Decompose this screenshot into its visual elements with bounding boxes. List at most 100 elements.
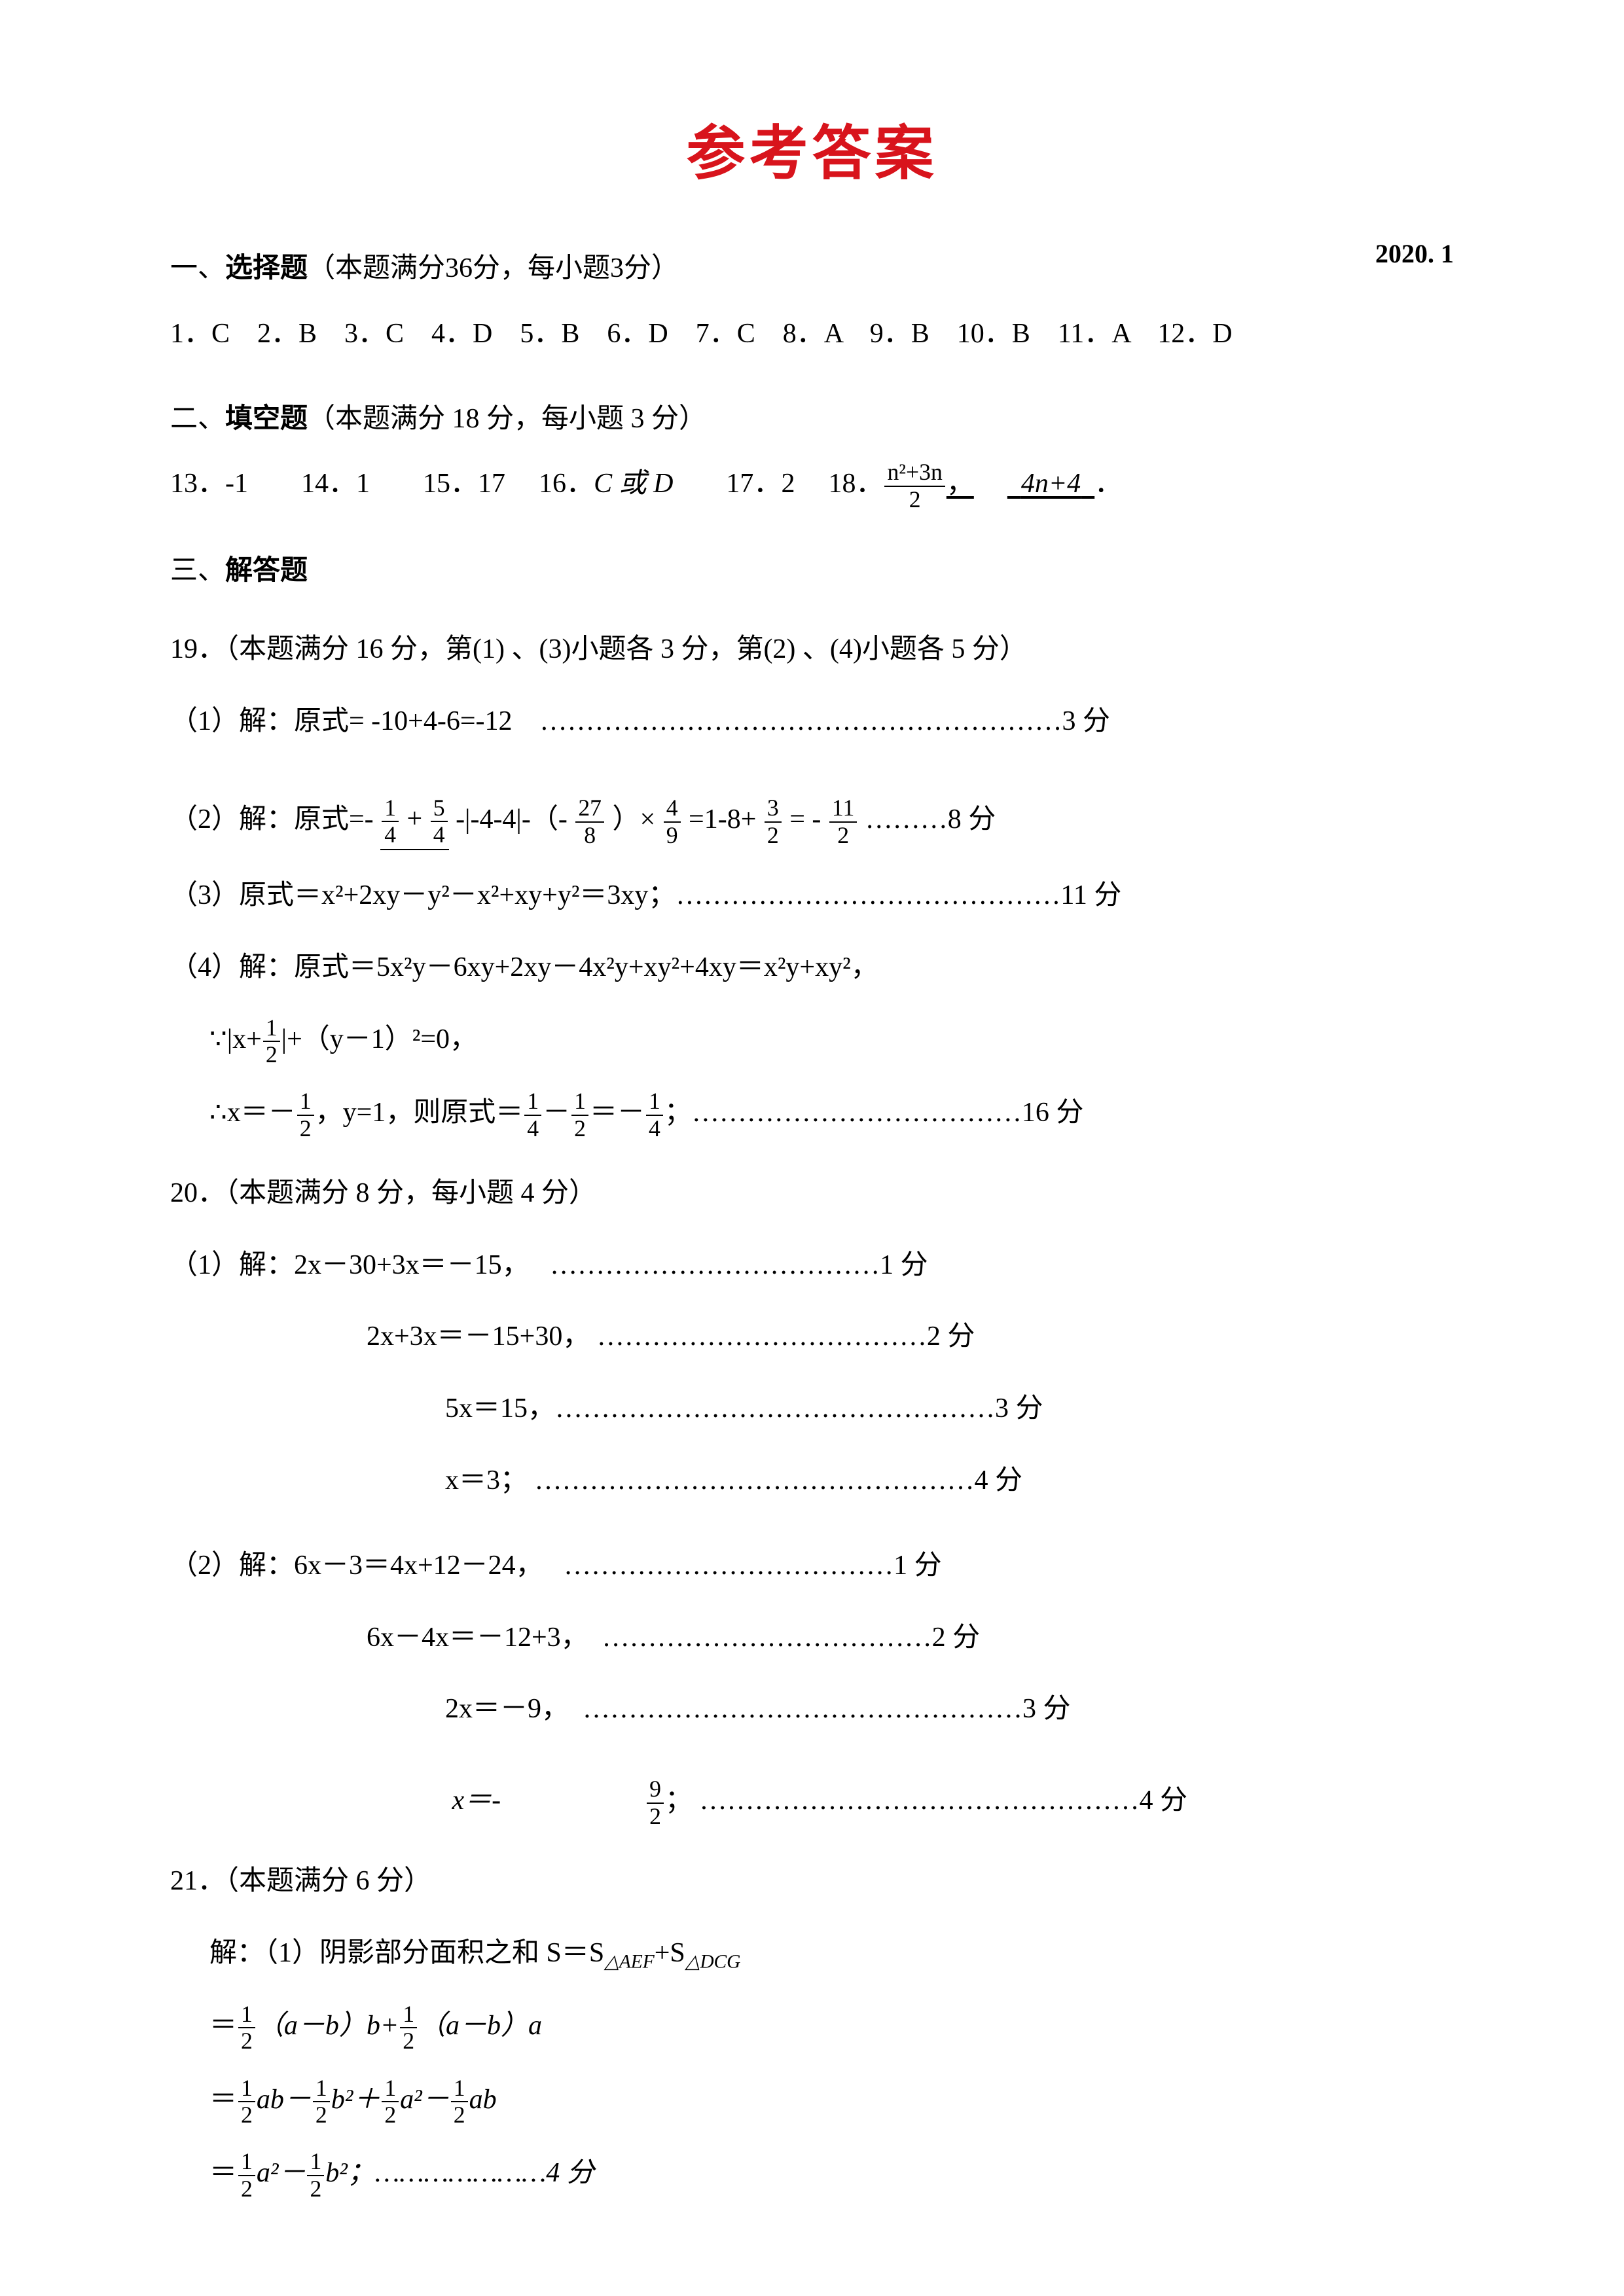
- q21-l4: ＝12a²－12b²；…………………4 分: [170, 2147, 1454, 2202]
- q19-4c-f4d: 4: [646, 1116, 663, 1141]
- sec3-label: 解答题: [225, 556, 308, 586]
- q21-l1: 解：（1）阴影部分面积之和 S＝S△AEF+S△DCG: [170, 1928, 1454, 1981]
- q20-l8-fd: 2: [647, 1804, 664, 1829]
- a13: -1: [225, 469, 248, 499]
- q19-4c-f4n: 1: [646, 1088, 663, 1115]
- q19-2-f1d: 4: [382, 822, 399, 848]
- q19-2-f6d: 2: [829, 823, 857, 848]
- q19-4c-m1: －: [543, 1098, 570, 1128]
- section-3: 三、解答题: [170, 545, 1454, 598]
- q21-l1b: +S: [655, 1938, 685, 1968]
- q21-l3-f2d: 2: [313, 2102, 330, 2128]
- q21-l3-f4n: 1: [451, 2075, 468, 2102]
- section-3-header: 三、解答题: [170, 545, 1454, 598]
- a13-label: 13．: [170, 469, 225, 499]
- q19-4b-a: ∵|x+: [209, 1024, 262, 1054]
- a17: 2: [781, 469, 795, 499]
- a15: 17: [478, 469, 505, 499]
- q21-tri2: △DCG: [685, 1951, 741, 1972]
- q21-l3-f3n: 1: [382, 2075, 399, 2102]
- a18-tail: ．: [1094, 469, 1122, 499]
- q20-l5: （2）解：6x－3＝4x+12－24， ………………………………1 分: [170, 1540, 1454, 1592]
- q19-1: （1）解：原式= -10+4-6=-12 ……………………………………………………: [170, 696, 1454, 748]
- section-2-header: 二、填空题（本题满分 18 分，每小题 3 分）: [170, 393, 1454, 446]
- sec1-note: （本题满分36分，每小题3分）: [308, 253, 679, 283]
- q19-4b-b: |+（y－1）²=0，: [281, 1024, 477, 1054]
- q20-l4: x＝3； …………………………………………4 分: [170, 1455, 1454, 1507]
- a18b: 4n+4: [1007, 469, 1094, 499]
- q20-l8b: ； …………………………………………4 分: [665, 1785, 1187, 1816]
- q19-2-c: ）×: [613, 804, 656, 834]
- a16: C 或 D: [594, 469, 673, 499]
- section-2: 二、填空题（本题满分 18 分，每小题 3 分） 13．-1 14．1 15．1…: [170, 393, 1454, 512]
- q19-2-f4d: 9: [664, 823, 681, 848]
- q19-4c-a: ∴x＝－: [209, 1098, 296, 1128]
- sec2-prefix: 二、: [170, 404, 225, 434]
- q21-l4-f1n: 1: [238, 2149, 255, 2176]
- page-title: 参考答案: [170, 98, 1454, 210]
- a18-sep: ，: [947, 469, 974, 499]
- q19-2-b: -|-4-4|-（-: [456, 804, 574, 834]
- q21-l2c: （a－b）a: [418, 2011, 542, 2041]
- q21-l3e: ab: [469, 2085, 497, 2115]
- q19: 19．（本题满分 16 分，第(1) 、(3)小题各 3 分，第(2) 、(4)…: [170, 624, 1454, 1141]
- q20-l6: 6x－4x＝－12+3， ………………………………2 分: [170, 1612, 1454, 1664]
- q21-l3c: b²＋: [331, 2085, 381, 2115]
- q19-2-plus: +: [407, 804, 423, 834]
- q20: 20．（本题满分 8 分，每小题 4 分） （1）解：2x－30+3x＝－15，…: [170, 1168, 1454, 1829]
- q21-l3-f4d: 2: [451, 2102, 468, 2128]
- q19-2: （2）解：原式=- 14 + 54 -|-4-4|-（- 278 ）× 49 =…: [170, 793, 1454, 850]
- q19-2-a: （2）解：原式=-: [170, 804, 374, 834]
- q21-l3a: ＝: [209, 2085, 237, 2115]
- section-1: 一、选择题（本题满分36分，每小题3分） 1．C 2．B 3．C 4．D 5．B…: [170, 243, 1454, 361]
- q19-4c-tail: ；………………………………16 分: [664, 1098, 1084, 1128]
- q21-l1a: 解：（1）阴影部分面积之和 S＝S: [209, 1938, 604, 1968]
- q20-l8a: x＝-: [452, 1785, 501, 1816]
- a17-label: 17．: [726, 469, 781, 499]
- sec2-note: （本题满分 18 分，每小题 3 分）: [308, 404, 706, 434]
- q21-tri1: △AEF: [604, 1951, 654, 1972]
- q21-header: 21．（本题满分 6 分）: [170, 1856, 1454, 1908]
- q21: 21．（本题满分 6 分） 解：（1）阴影部分面积之和 S＝S△AEF+S△DC…: [170, 1856, 1454, 2202]
- sec2-label: 填空题: [225, 404, 308, 434]
- q19-3-text: （3）原式＝x²+2xy－y²－x²+xy+y²＝3xy；………………………………: [170, 880, 1121, 910]
- q19-2-f3d: 8: [575, 823, 604, 848]
- date-label: 2020. 1: [1375, 229, 1454, 279]
- q20-l8: x＝- 92； …………………………………………4 分: [170, 1775, 1454, 1829]
- q21-l2-f2d: 2: [400, 2028, 417, 2054]
- q21-l4a: ＝: [209, 2158, 237, 2188]
- a14: 1: [356, 469, 370, 499]
- a18-den: 2: [884, 487, 945, 512]
- q19-2-f1n: 1: [382, 795, 399, 822]
- q21-l2-f1d: 2: [238, 2028, 255, 2054]
- q19-2-f5n: 3: [765, 795, 782, 822]
- sec2-answers: 13．-1 14．1 15．17 16．C 或 D 17．2 18．n²+3n2…: [170, 458, 1454, 512]
- a14-label: 14．: [301, 469, 356, 499]
- a18-frac: n²+3n2，: [883, 469, 973, 499]
- sec1-prefix: 一、: [170, 253, 225, 283]
- a16-label: 16．: [539, 469, 594, 499]
- q19-4b-fd: 2: [263, 1042, 280, 1067]
- q19-2-numgroup: 14 + 54: [380, 793, 448, 850]
- q19-2-f5d: 2: [765, 823, 782, 848]
- q21-l4-f1d: 2: [238, 2176, 255, 2202]
- q21-l3d: a²－: [400, 2085, 450, 2115]
- q19-2-f2d: 4: [431, 822, 448, 848]
- a18b-text: 4n+4: [1021, 469, 1081, 499]
- q19-4c-f2d: 4: [524, 1116, 541, 1141]
- q21-l3b: ab－: [257, 2085, 312, 2115]
- q19-2-f2n: 5: [431, 795, 448, 822]
- q19-4c-m2: ＝－: [590, 1098, 645, 1128]
- q19-4c-f1n: 1: [297, 1088, 314, 1115]
- q20-l3: 5x＝15，…………………………………………3 分: [170, 1383, 1454, 1435]
- a18-num: n²+3n: [884, 459, 945, 486]
- q21-l2-f1n: 1: [238, 2001, 255, 2028]
- q19-2-tail: ………8 分: [865, 804, 996, 834]
- q19-4c-f3d: 2: [571, 1116, 588, 1141]
- section-1-header: 一、选择题（本题满分36分，每小题3分）: [170, 243, 1454, 295]
- q19-2-f6n: 11: [829, 795, 857, 822]
- q19-2-f3n: 27: [575, 795, 604, 822]
- q21-l4-f2d: 2: [307, 2176, 324, 2202]
- q19-3: （3）原式＝x²+2xy－y²－x²+xy+y²＝3xy；………………………………: [170, 870, 1454, 922]
- q19-4c-f3n: 1: [571, 1088, 588, 1115]
